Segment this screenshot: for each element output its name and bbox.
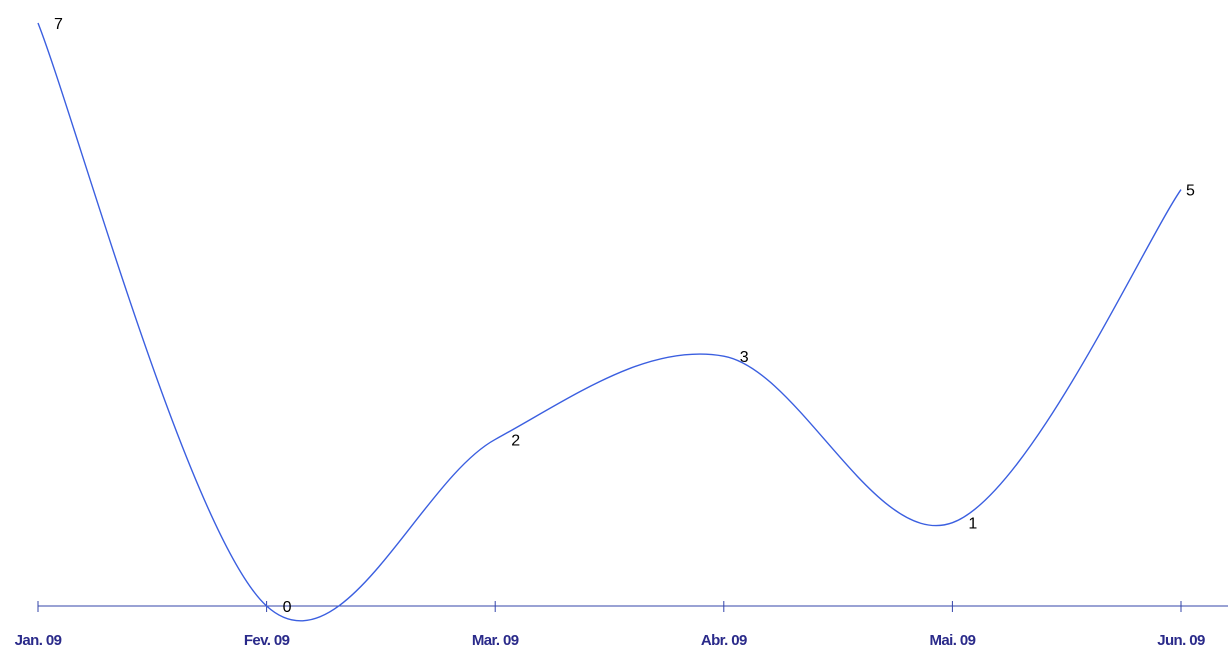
data-label: 2: [511, 432, 520, 449]
data-labels: 7 0 2 3 1 5: [54, 16, 1195, 616]
data-label: 1: [968, 516, 977, 533]
series-line: [37, 22, 1182, 622]
x-tick-label: Mai. 09: [929, 632, 975, 649]
data-label: 0: [283, 599, 292, 616]
data-label: 3: [740, 349, 749, 366]
x-tick-label: Jan. 09: [15, 632, 62, 649]
x-tick-label: Fev. 09: [244, 632, 290, 649]
data-label: 7: [54, 16, 63, 33]
x-axis-tick-labels: Jan. 09 Fev. 09 Mar. 09 Abr. 09 Mai. 09 Jun. …: [15, 632, 1206, 649]
x-tick-label: Mar. 09: [472, 632, 519, 649]
data-label: 5: [1186, 183, 1195, 200]
x-tick-label: Jun. 09: [1157, 632, 1205, 649]
x-tick-label: Abr. 09: [701, 632, 747, 649]
